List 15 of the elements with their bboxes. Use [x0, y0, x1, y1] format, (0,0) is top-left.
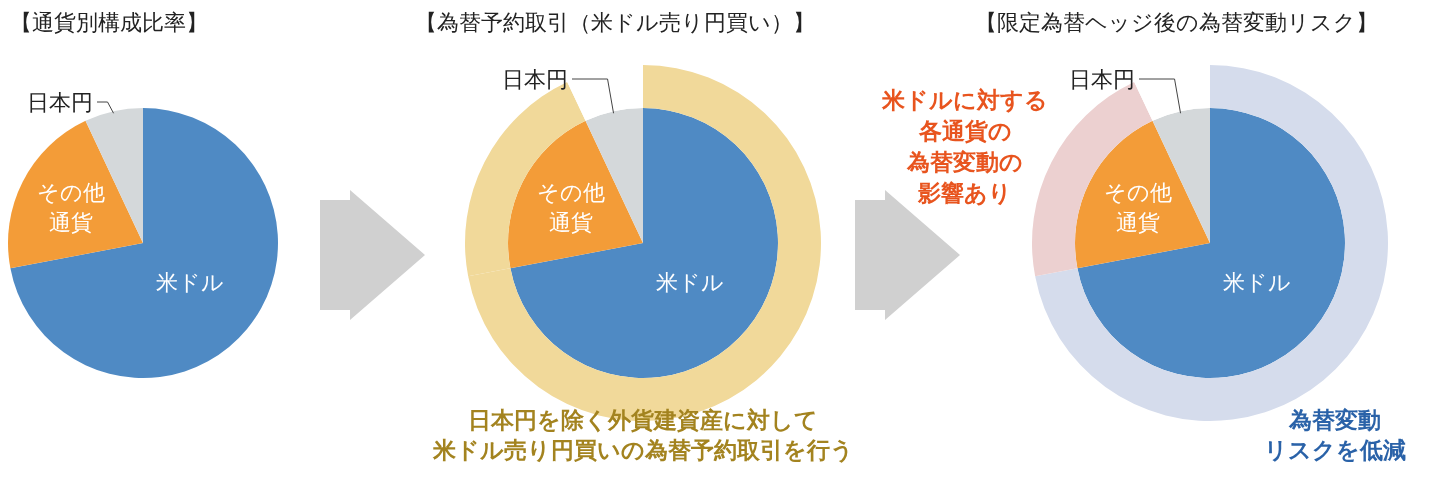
slice-label: 米ドル — [1222, 269, 1291, 295]
slice-label: 米ドル — [655, 269, 724, 295]
slice-label: その他通貨 — [36, 180, 105, 236]
chart-title: 【通貨別構成比率】 — [10, 10, 208, 35]
slice-label: 日本円 — [27, 90, 93, 115]
slice-label: その他通貨 — [1103, 180, 1172, 236]
chart-title: 【為替予約取引（米ドル売り円買い）】 — [415, 10, 815, 35]
text: 為替変動リスクを低減 — [1264, 407, 1406, 463]
text: 日本円を除く外貨建資産に対して米ドル売り円買いの為替予約取引を行う — [431, 407, 854, 463]
text: 米ドルに対する各通貨の為替変動の影響あり — [881, 87, 1048, 206]
slice-label: 米ドル — [155, 269, 224, 295]
slice-label: 日本円 — [1069, 67, 1135, 92]
slice-label: その他通貨 — [536, 180, 605, 236]
chart-title: 【限定為替ヘッジ後の為替変動リスク】 — [975, 10, 1378, 35]
slice-label: 日本円 — [502, 67, 568, 92]
